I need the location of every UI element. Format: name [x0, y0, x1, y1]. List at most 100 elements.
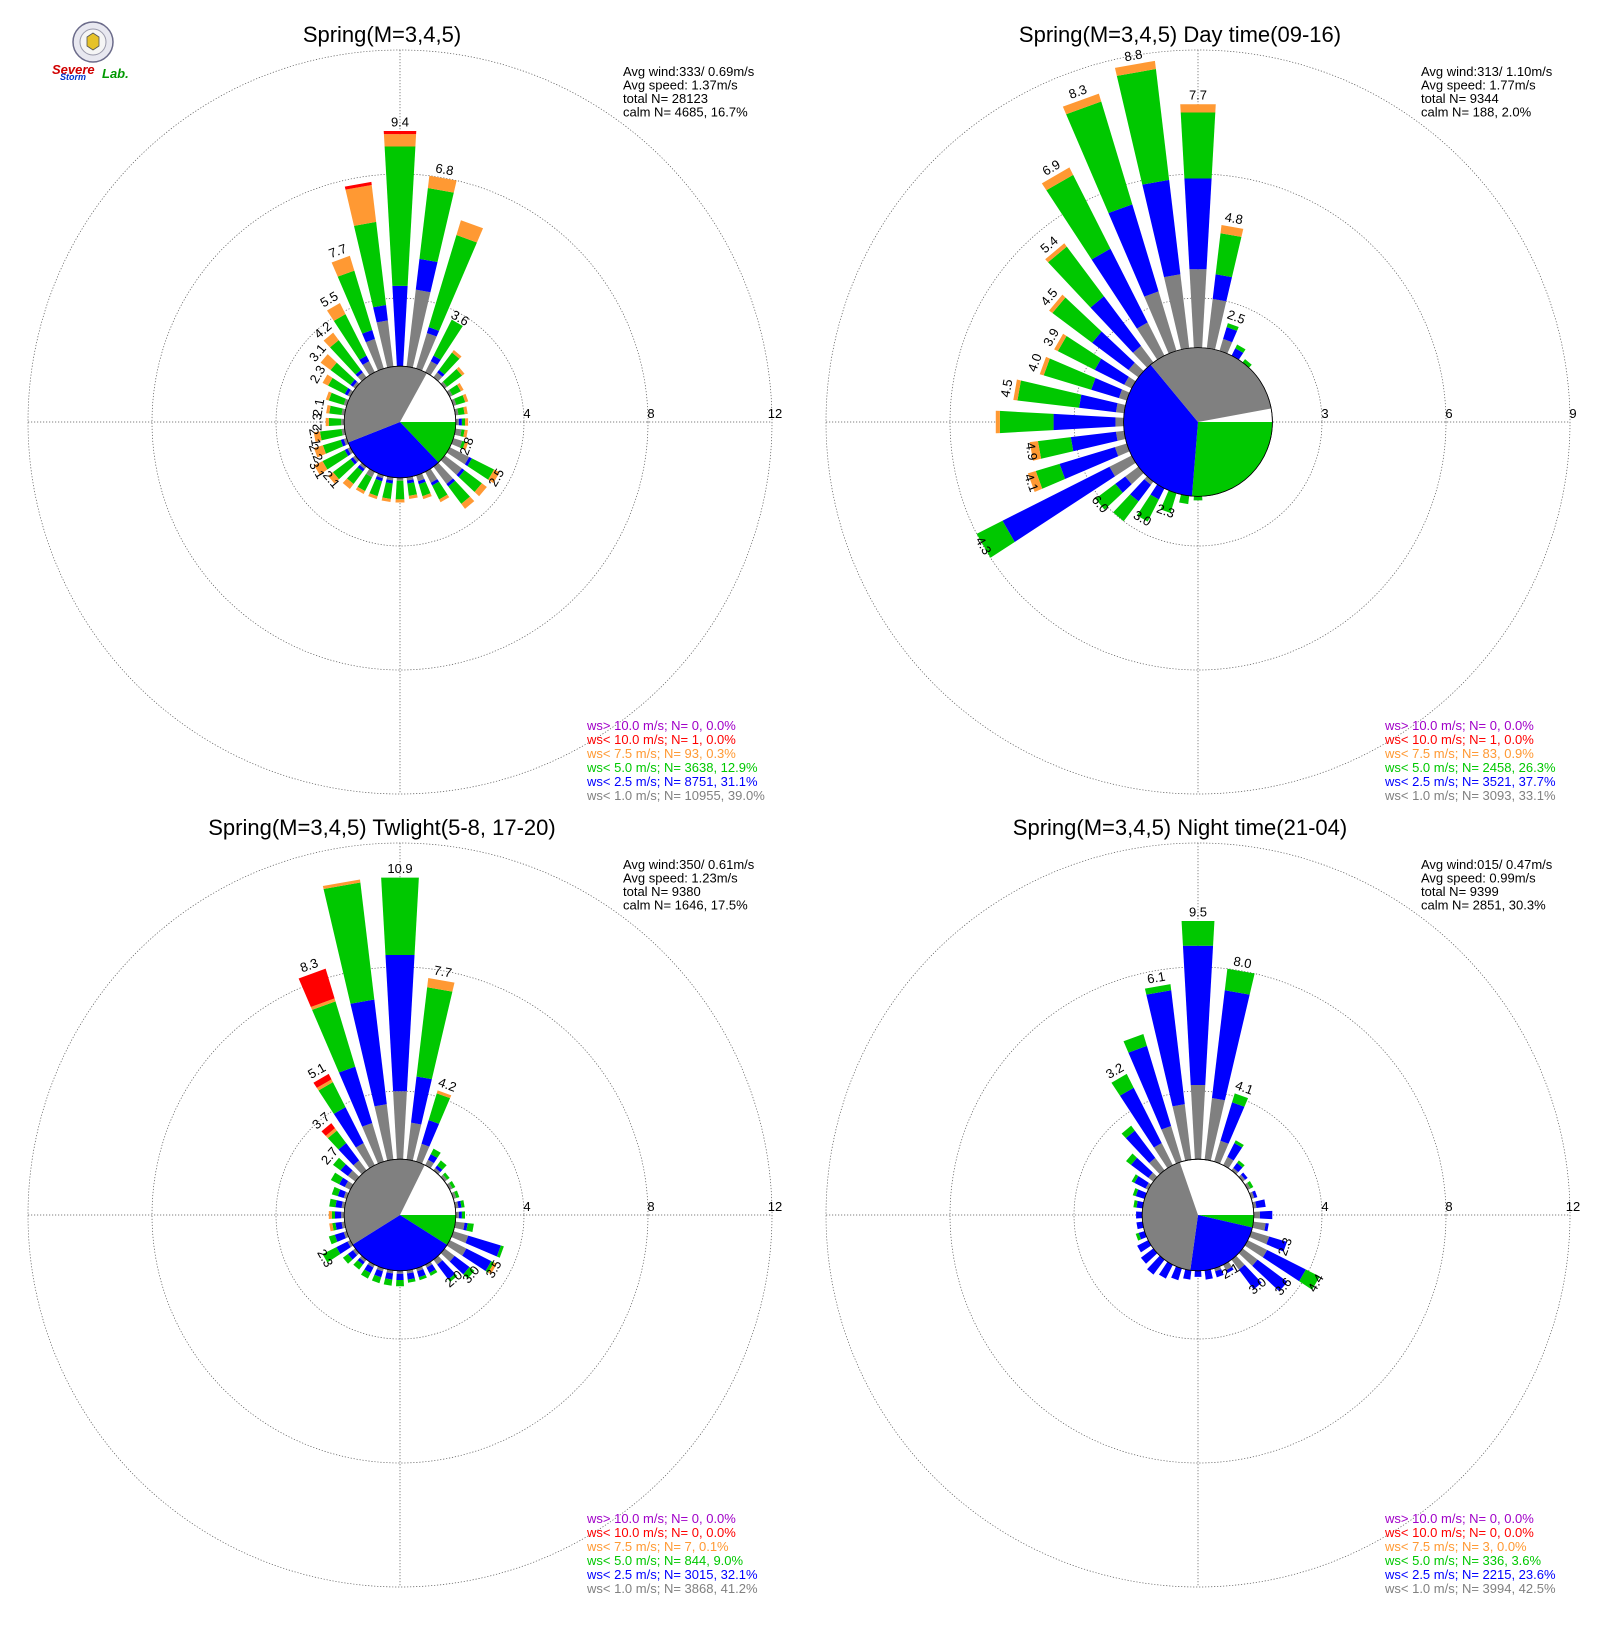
bar-segment-lt5: [328, 1234, 338, 1245]
bar-segment-lt7_5: [329, 1223, 334, 1232]
bar-segment-lt7_5: [325, 417, 329, 427]
bar-segment-lt7_5: [1045, 243, 1067, 263]
bar-value-label: 4.9: [1023, 441, 1041, 461]
legend-entry-lt1: ws< 1.0 m/s; N= 3868, 41.2%: [586, 1581, 758, 1596]
bar-segment-lt2_5: [385, 1272, 394, 1280]
bar-segment-lt5: [1181, 920, 1215, 946]
bar-segment-lt2_5: [415, 258, 438, 293]
bar-segment-lt2_5: [406, 1272, 415, 1280]
bar-value-label: 6.8: [434, 160, 454, 178]
bar-segment-lt5: [460, 429, 465, 437]
bar-segment-lt5: [322, 439, 344, 454]
bar-segment-lt2_5: [426, 1264, 436, 1274]
bar-segment-lt7_5: [1049, 294, 1066, 314]
bar-segment-lt2_5: [458, 1211, 462, 1219]
bar-segment-lt2_5: [417, 478, 426, 485]
bar-segment-lt7_5: [322, 879, 361, 890]
bar-segment-lt5: [369, 478, 383, 497]
bar-segment-lt7_5: [1029, 441, 1042, 461]
bar-segment-lt2_5: [1252, 1190, 1258, 1198]
bar-segment-lt5: [454, 1190, 460, 1198]
bar-segment-lt10: [344, 181, 372, 190]
bar-segment-lt5: [1247, 1181, 1254, 1189]
bar-segment-lt2_5: [406, 479, 415, 484]
legend-entry-lt1: ws< 1.0 m/s; N= 3994, 42.5%: [1384, 1581, 1556, 1596]
bar-segment-lt2_5: [364, 1264, 374, 1274]
bar-segment-lt5: [329, 405, 343, 416]
center-pie-slice-lt5: [1198, 1215, 1254, 1228]
stat-avg-speed: Avg speed: 1.37m/s: [623, 78, 738, 93]
bar-segment-lt5: [1057, 335, 1102, 370]
bar-segment-lt7_5: [314, 461, 328, 475]
bar-segment-lt2_5: [465, 1235, 501, 1257]
bar-segment-lt2_5: [411, 1076, 432, 1125]
bar-segment-lt5: [419, 188, 454, 263]
stat-avg-speed: Avg speed: 1.23m/s: [623, 871, 738, 886]
stat-calm: calm N= 2851, 30.3%: [1421, 898, 1546, 913]
center-pie-slice-lt2_5: [348, 422, 439, 478]
bar-segment-lt2_5: [1147, 1255, 1165, 1275]
legend-entry-lt10: ws< 10.0 m/s; N= 1, 0.0%: [1384, 732, 1534, 747]
bar-segment-lt2_5: [338, 1143, 360, 1166]
bar-value-label: 4.0: [1025, 351, 1045, 373]
bar-segment-lt10: [313, 1073, 332, 1088]
bar-segment-lt5: [448, 480, 471, 504]
bar-segment-lt5: [330, 362, 355, 385]
bar-segment-lt5: [416, 987, 453, 1080]
legend-entry-lt1: ws< 1.0 m/s; N= 10955, 39.0%: [586, 788, 765, 803]
bar-segment-lt5: [496, 1245, 504, 1258]
bar-segment-lt5: [1052, 297, 1102, 343]
bar-segment-lt2_5: [449, 1255, 470, 1275]
bar-value-label: 10.9: [387, 861, 412, 876]
bar-segment-lt2_5: [437, 369, 445, 377]
bar-segment-lt5: [322, 449, 349, 470]
bar-segment-lt7_5: [1114, 60, 1156, 76]
bar-segment-lt5: [353, 221, 387, 308]
bar-segment-lt2_5: [430, 479, 440, 486]
bar-segment-lt2_5: [1183, 1269, 1192, 1280]
seal-crest-icon: [86, 32, 100, 51]
legend-entry-gt10: ws> 10.0 m/s; N= 0, 0.0%: [1384, 1511, 1534, 1526]
bar-segment-lt2_5: [1136, 1211, 1143, 1219]
stat-avg-wind: Avg wind:015/ 0.47m/s: [1421, 857, 1553, 872]
bar-segment-lt5: [1299, 1269, 1320, 1290]
bar-segment-lt5: [448, 1273, 458, 1283]
bar-segment-lt2_5: [1134, 1175, 1149, 1189]
legend-entry-lt7_5: ws< 7.5 m/s; N= 3, 0.0%: [1384, 1539, 1527, 1554]
bar-segment-lt2_5: [1130, 1157, 1153, 1178]
bar-segment-lt2_5: [1184, 178, 1212, 270]
bar-segment-lt5: [432, 481, 448, 500]
bar-segment-lt2_5: [1091, 248, 1148, 329]
logo-text-lab: Lab.: [102, 66, 129, 81]
windrose-panel-daytime: 3 6 97.74.82.52.33.06.04.34.14.94.54.03.94…: [825, 22, 1577, 803]
bar-segment-lt7_5: [995, 410, 1000, 434]
bar-segment-lt7_5: [462, 393, 469, 403]
bar-segment-lt2_5: [1053, 413, 1116, 431]
bar-segment-lt5: [999, 410, 1054, 434]
bar-segment-lt5: [1037, 437, 1074, 459]
bar-segment-lt7_5: [1180, 104, 1216, 113]
bar-segment-lt10: [298, 968, 335, 1007]
bar-segment-lt7_5: [422, 493, 432, 500]
bar-segment-lt5: [322, 1247, 341, 1263]
legend-entry-lt10: ws< 10.0 m/s; N= 1, 0.0%: [586, 732, 736, 747]
bar-segment-lt7_5: [310, 998, 336, 1010]
bar-value-label: 7.7: [1189, 88, 1207, 103]
bar-segment-lt2_5: [437, 1260, 456, 1280]
stat-total: total N= 9344: [1421, 91, 1499, 106]
windrose-panel-twilight: 4 8 1210.97.74.23.53.02.02.32.73.75.18.3Sp…: [27, 815, 782, 1596]
center-pie-slice-lt2_5: [1123, 364, 1198, 497]
bar-segment-lt7_5: [457, 382, 464, 392]
bar-segment-lt7_5: [325, 391, 332, 401]
grid-ring: [151, 173, 649, 671]
bar-segment-lt5: [337, 270, 373, 334]
chart-title: Spring(M=3,4,5): [303, 22, 461, 47]
bar-segment-lt5: [1132, 1188, 1139, 1197]
bar-segment-lt7_5: [313, 431, 322, 442]
center-pie-slice-lt1: [344, 1159, 425, 1245]
bar-segment-lt5: [449, 384, 461, 396]
bar-segment-lt5: [1126, 1153, 1137, 1165]
bar-segment-lt5: [1234, 1140, 1244, 1148]
bar-segment-lt2_5: [417, 1269, 426, 1278]
bar-segment-lt2_5: [333, 1107, 364, 1148]
